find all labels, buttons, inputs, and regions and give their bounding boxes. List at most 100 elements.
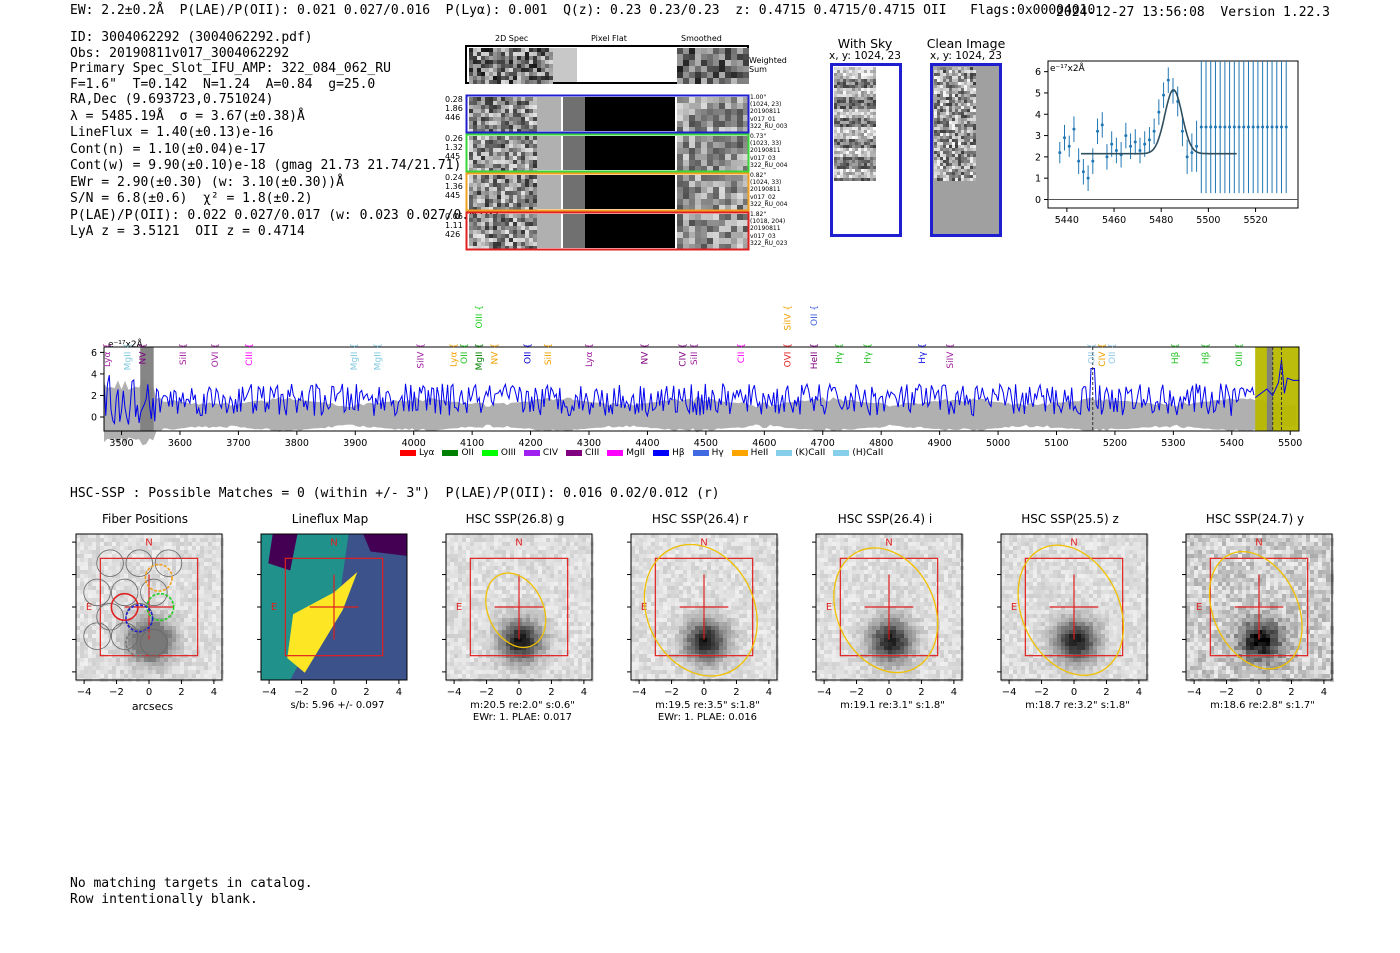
image-pixel bbox=[208, 534, 212, 538]
noise-pixel bbox=[701, 181, 707, 187]
image-pixel bbox=[96, 666, 100, 670]
noise-pixel bbox=[701, 136, 707, 142]
image-pixel bbox=[212, 670, 216, 674]
image-pixel bbox=[562, 594, 566, 598]
noise-pixel bbox=[707, 127, 713, 133]
cutout-pixel bbox=[970, 115, 973, 118]
image-pixel bbox=[474, 554, 478, 558]
image-pixel bbox=[534, 634, 538, 638]
cutout-pixel bbox=[843, 76, 846, 79]
image-pixel bbox=[578, 586, 582, 590]
image-pixel bbox=[454, 606, 458, 610]
noise-pixel bbox=[525, 136, 529, 140]
noise-pixel bbox=[477, 160, 481, 164]
row-smoothed bbox=[677, 175, 749, 211]
image-pixel bbox=[144, 566, 148, 570]
noise-pixel bbox=[469, 222, 473, 226]
y-tick-label: 3 bbox=[1035, 131, 1041, 142]
image-pixel bbox=[462, 594, 466, 598]
image-pixel bbox=[204, 582, 208, 586]
cutout-pixel bbox=[943, 73, 946, 76]
image-pixel bbox=[104, 618, 108, 622]
noise-pixel bbox=[505, 187, 509, 191]
row-stat: 445 bbox=[445, 152, 461, 161]
image-pixel bbox=[446, 594, 450, 598]
noise-pixel bbox=[743, 160, 749, 166]
noise-pixel bbox=[533, 226, 537, 230]
image-pixel bbox=[176, 610, 180, 614]
emission-line-label: MgII { bbox=[123, 343, 133, 370]
image-pixel bbox=[570, 554, 574, 558]
noise-pixel bbox=[677, 154, 683, 160]
image-pixel bbox=[100, 634, 104, 638]
noise-pixel bbox=[695, 103, 701, 109]
cutout-pixel bbox=[846, 118, 849, 121]
image-pixel bbox=[466, 582, 470, 586]
noise-pixel bbox=[731, 181, 737, 187]
image-pixel bbox=[152, 618, 156, 622]
image-pixel bbox=[204, 550, 208, 554]
image-pixel bbox=[212, 630, 216, 634]
cutout-pixel bbox=[852, 172, 855, 175]
cutout-pixel bbox=[840, 103, 843, 106]
noise-pixel bbox=[513, 136, 517, 140]
cutout-pixel bbox=[873, 124, 876, 127]
image-pixel bbox=[188, 554, 192, 558]
cutout-pixel bbox=[837, 118, 840, 121]
image-pixel bbox=[164, 622, 168, 626]
image-pixel bbox=[482, 554, 486, 558]
noise-pixel bbox=[477, 125, 481, 129]
cutout-pixel bbox=[964, 166, 967, 169]
image-pixel bbox=[144, 578, 148, 582]
image-pixel bbox=[184, 658, 188, 662]
image-pixel bbox=[168, 606, 172, 610]
emission-line-label: OII { bbox=[1088, 343, 1098, 364]
cutout-pixel bbox=[834, 76, 837, 79]
image-pixel bbox=[446, 590, 450, 594]
image-pixel bbox=[462, 586, 466, 590]
cutout-pixel bbox=[955, 91, 958, 94]
x-tick-label: 3900 bbox=[343, 438, 367, 449]
cutout-pixel bbox=[967, 82, 970, 85]
image-pixel bbox=[172, 634, 176, 638]
noise-pixel bbox=[485, 238, 489, 242]
image-pixel bbox=[494, 562, 498, 566]
cutout-pixel bbox=[955, 97, 958, 100]
image-pixel bbox=[212, 538, 216, 542]
image-pixel bbox=[502, 622, 506, 626]
noise-pixel bbox=[489, 152, 493, 156]
image-pixel bbox=[124, 622, 128, 626]
cutout-pixel bbox=[840, 163, 843, 166]
noise-pixel bbox=[497, 113, 501, 117]
cutout-pixel bbox=[840, 79, 843, 82]
image-pixel bbox=[490, 566, 494, 570]
image-pixel bbox=[494, 558, 498, 562]
image-pixel bbox=[562, 578, 566, 582]
noise-pixel bbox=[689, 199, 695, 205]
image-pixel bbox=[514, 538, 518, 542]
image-pixel bbox=[538, 598, 542, 602]
image-pixel bbox=[482, 610, 486, 614]
cutout-pixel bbox=[934, 139, 937, 142]
cutout-pixel bbox=[964, 121, 967, 124]
cutout-pixel bbox=[949, 127, 952, 130]
image-pixel bbox=[482, 534, 486, 538]
noise-pixel bbox=[533, 175, 537, 179]
noise-pixel bbox=[513, 129, 517, 133]
row-info-line: 0.73" bbox=[750, 133, 767, 140]
image-pixel bbox=[136, 538, 140, 542]
noise-pixel bbox=[695, 148, 701, 154]
cutout-pixel bbox=[852, 100, 855, 103]
image-pixel bbox=[192, 602, 196, 606]
noise-pixel bbox=[493, 191, 497, 195]
noise-pixel bbox=[683, 193, 689, 199]
cutout-pixel bbox=[867, 178, 870, 181]
image-pixel bbox=[136, 534, 140, 538]
noise-pixel bbox=[473, 68, 477, 72]
cutout-pixel bbox=[837, 124, 840, 127]
noise-pixel bbox=[683, 232, 689, 238]
image-pixel bbox=[538, 538, 542, 542]
image-pixel bbox=[582, 546, 586, 550]
image-pixel bbox=[534, 630, 538, 634]
image-pixel bbox=[570, 542, 574, 546]
